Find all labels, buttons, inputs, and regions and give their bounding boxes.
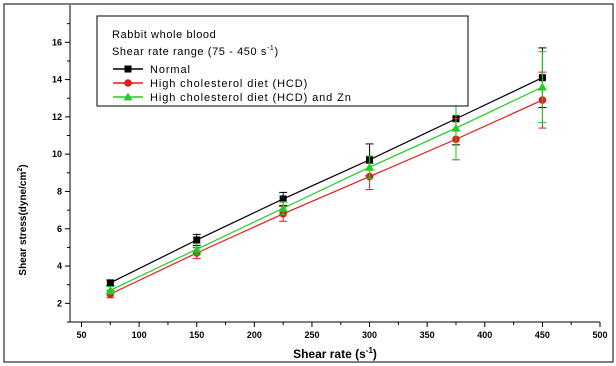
data-point [365,162,375,171]
x-tick-label: 400 [477,330,492,340]
series-line [110,86,543,291]
data-point [278,203,288,212]
x-tick-label: 100 [132,330,147,340]
data-point [106,279,114,287]
x-tick-label: 300 [362,330,377,340]
series-layer [105,47,547,299]
legend-item: High cholesterol diet (HCD) and Zn [113,92,352,104]
legend-title-line2: Shear rate range (75 - 450 s-1) [112,45,279,58]
x-tick-label: 350 [420,330,435,340]
series-line [110,99,543,295]
legend-box [96,15,469,107]
data-point [192,244,202,253]
y-tick-label: 14 [52,75,62,85]
x-tick-label: 50 [77,330,87,340]
y-tick-label: 10 [52,149,62,159]
x-tick-label: 250 [304,330,319,340]
legend-label: Normal [150,64,191,76]
legend-title-line1: Rabbit whole blood [112,29,216,41]
legend-marker [124,65,132,73]
x-tick-label: 450 [535,330,550,340]
data-point [451,123,461,132]
y-tick-label: 6 [57,224,62,234]
series-line [110,77,543,284]
legend-items: Normal High cholesterol diet (HCD) High ch… [113,64,352,104]
legend: Rabbit whole blood Shear rate range (75 … [96,15,469,107]
x-ticks: 50 100 150 200 250 300 350 400 450 500 [77,322,608,340]
legend-marker [123,92,133,101]
y-tick-label: 16 [52,37,62,47]
y-tick-label: 12 [52,112,62,122]
legend-item: High cholesterol diet (HCD) [113,78,308,90]
y-tick-label: 2 [57,298,62,308]
legend-label: High cholesterol diet (HCD) and Zn [150,92,352,104]
series-triangle [105,51,547,295]
legend-label: High cholesterol diet (HCD) [150,78,308,90]
y-tick-label: 4 [57,261,62,271]
y-ticks: 2 4 6 8 10 12 14 16 [52,23,70,323]
x-axis-label: Shear rate (s-1) [293,346,377,361]
x-tick-label: 500 [592,330,607,340]
x-tick-label: 150 [189,330,204,340]
legend-item: Normal [113,64,191,76]
data-point [105,285,115,294]
y-tick-label: 8 [57,186,62,196]
x-tick-label: 200 [247,330,262,340]
legend-marker [124,79,132,87]
data-point [537,82,547,91]
data-point [279,195,287,203]
data-point [193,236,201,244]
y-axis-label: Shear stress(dyne/cm2) [17,164,29,275]
